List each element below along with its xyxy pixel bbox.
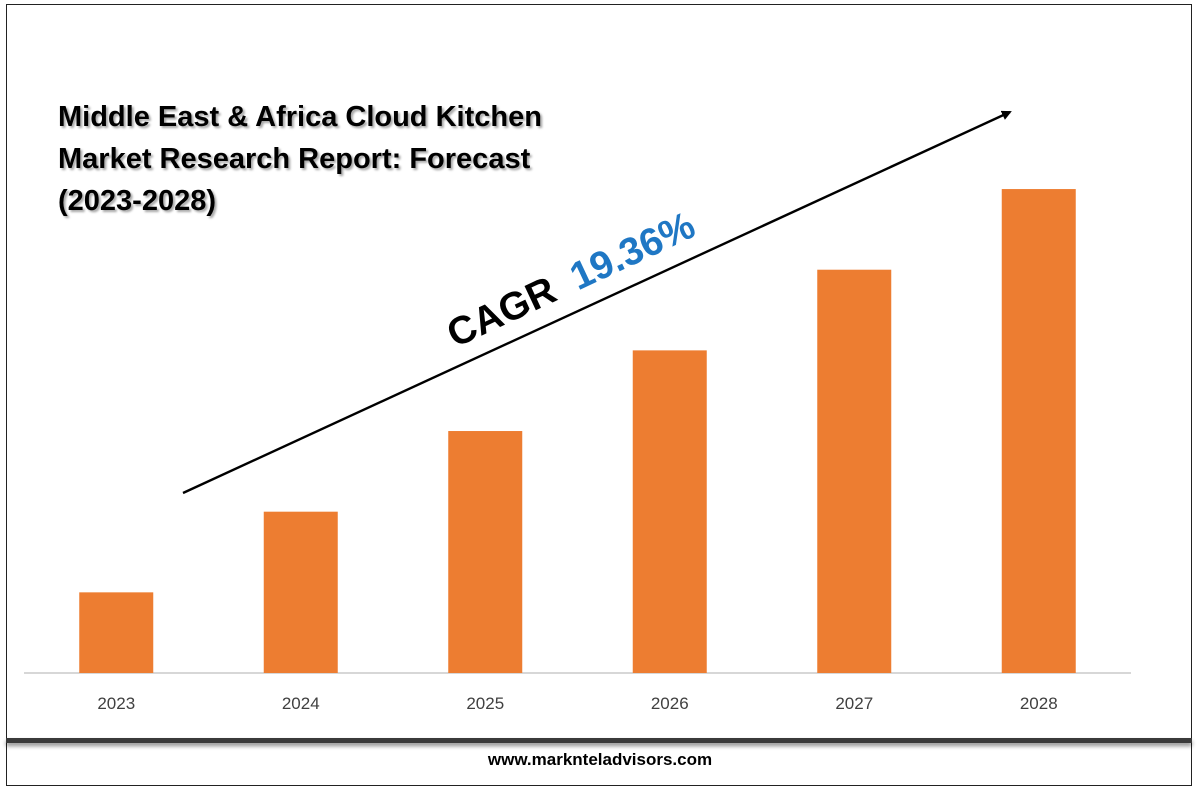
bars-group (79, 189, 1076, 674)
x-tick-label-2028: 2028 (1020, 694, 1058, 713)
bar-2024 (263, 511, 338, 673)
trend-arrow (182, 110, 1012, 495)
x-tick-label-2023: 2023 (97, 694, 135, 713)
footer-url: www.marknteladvisors.com (487, 750, 713, 769)
bar-2028 (1001, 189, 1076, 674)
x-tick-labels: 2023 2024 2025 2026 2027 2028 (97, 694, 1057, 713)
chart-frame (6, 4, 1192, 786)
x-tick-label-2027: 2027 (835, 694, 873, 713)
cagr-label: CAGR (441, 269, 563, 357)
cagr-annotation: CAGR 19.36% (441, 204, 702, 356)
bar-2026 (632, 350, 707, 673)
x-tick-label-2026: 2026 (651, 694, 689, 713)
chart-title: Middle East & Africa Cloud Kitchen Marke… (58, 101, 542, 217)
x-tick-label-2025: 2025 (466, 694, 504, 713)
footer-divider (6, 738, 1192, 743)
bar-2023 (79, 592, 154, 673)
x-tick-label-2024: 2024 (282, 694, 320, 713)
bar-2027 (817, 269, 892, 673)
bar-2025 (448, 431, 523, 673)
